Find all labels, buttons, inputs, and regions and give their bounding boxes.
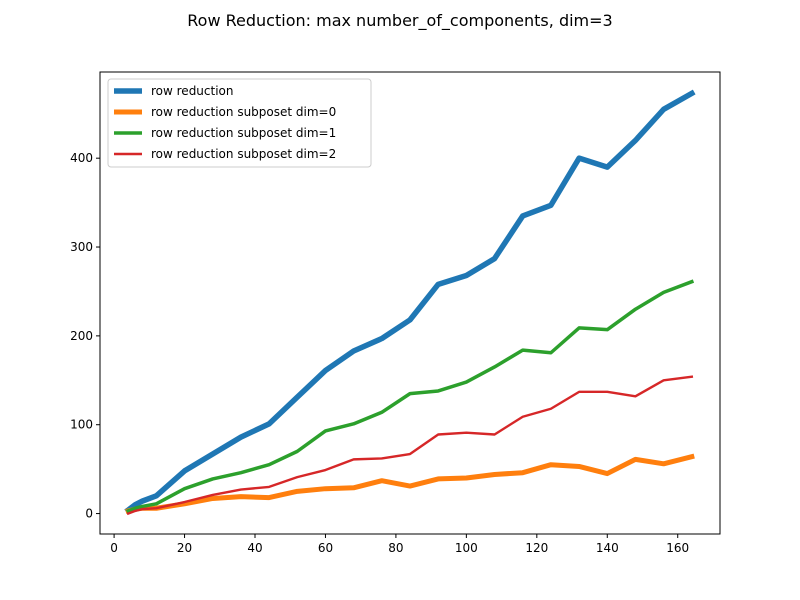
x-tick-label: 20 bbox=[177, 541, 192, 555]
plot-frame bbox=[99, 71, 721, 535]
y-tick-label: 400 bbox=[70, 151, 93, 165]
legend-label-2: row reduction subposet dim=1 bbox=[151, 126, 336, 140]
series-line-0 bbox=[124, 89, 696, 514]
legend-box bbox=[107, 78, 372, 168]
chart-title: Row Reduction: max number_of_components,… bbox=[187, 11, 613, 30]
x-tick-label: 140 bbox=[596, 541, 619, 555]
series-layer bbox=[124, 89, 696, 516]
y-tick-label: 0 bbox=[85, 507, 93, 521]
series-line-2 bbox=[125, 279, 695, 514]
legend: row reduction row reduction subposet dim=… bbox=[107, 78, 372, 168]
y-tick-label: 300 bbox=[70, 240, 93, 254]
series-line-3 bbox=[126, 375, 694, 516]
legend-label-3: row reduction subposet dim=2 bbox=[151, 147, 336, 161]
x-tick-label: 80 bbox=[388, 541, 403, 555]
x-axis: 0 20 40 60 80 100 120 140 160 bbox=[110, 534, 689, 555]
y-tick-label: 100 bbox=[70, 418, 93, 432]
legend-label-1: row reduction subposet dim=0 bbox=[151, 105, 336, 119]
x-tick-label: 60 bbox=[318, 541, 333, 555]
y-axis: 0 100 200 300 400 bbox=[70, 151, 100, 521]
y-tick-label: 200 bbox=[70, 329, 93, 343]
x-tick-label: 40 bbox=[247, 541, 262, 555]
x-tick-label: 0 bbox=[110, 541, 118, 555]
x-tick-label: 120 bbox=[525, 541, 548, 555]
legend-label-0: row reduction bbox=[151, 84, 234, 98]
series-line-1 bbox=[125, 453, 695, 514]
x-tick-label: 100 bbox=[455, 541, 478, 555]
x-tick-label: 160 bbox=[666, 541, 689, 555]
